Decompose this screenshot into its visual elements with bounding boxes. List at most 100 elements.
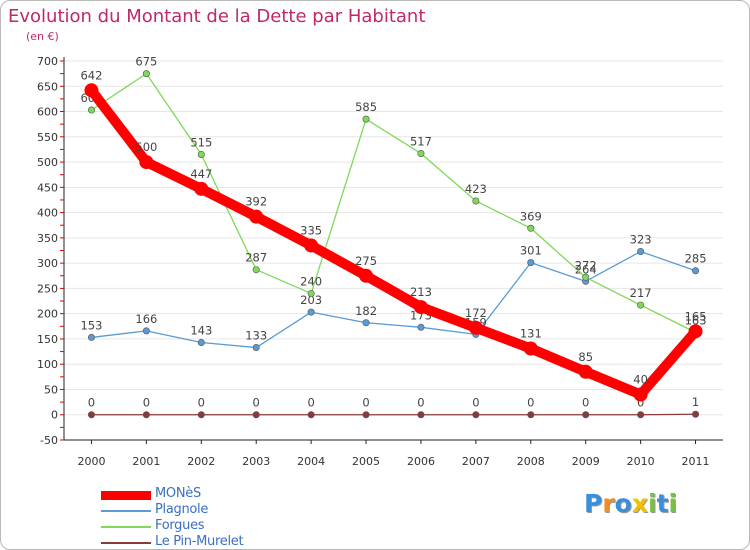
data-point (252, 344, 260, 352)
data-label: 165 (685, 309, 707, 323)
y-tick-label: 650 (37, 80, 58, 93)
data-point (417, 149, 425, 157)
data-label: 500 (135, 140, 157, 154)
series-line-plagnole (90, 250, 697, 349)
data-label: 0 (472, 396, 479, 410)
y-tick-label: 700 (37, 55, 58, 68)
legend-item: MONèS (101, 486, 321, 503)
data-point (468, 320, 483, 335)
data-point (582, 411, 590, 419)
y-tick-label: 450 (37, 181, 58, 194)
y-tick-label: 250 (37, 282, 58, 295)
data-point (252, 411, 260, 419)
y-tick-label: 300 (37, 257, 58, 270)
data-label: 166 (135, 312, 157, 326)
data-point (578, 364, 593, 379)
data-point (633, 387, 648, 402)
logo-letter: i (668, 489, 678, 518)
data-label: 0 (88, 396, 95, 410)
x-tick-label: 2006 (407, 455, 435, 468)
logo-letter: t (656, 489, 669, 518)
data-point (197, 150, 205, 158)
legend-swatch (101, 526, 151, 528)
data-point (359, 268, 374, 283)
legend-label: MONèS (155, 486, 201, 501)
data-label: 213 (410, 285, 432, 299)
y-tick-label: 500 (37, 156, 58, 169)
data-label: 335 (300, 223, 322, 237)
data-point (249, 209, 264, 224)
x-tick-label: 2010 (627, 455, 655, 468)
data-label: 642 (80, 68, 102, 82)
legend-label: Forgues (155, 518, 205, 533)
y-tick-label: 400 (37, 207, 58, 220)
x-tick-label: 2011 (682, 455, 710, 468)
x-tick-label: 2002 (187, 455, 215, 468)
data-label: 0 (198, 396, 205, 410)
data-point (362, 319, 370, 327)
data-point (413, 300, 428, 315)
data-point (582, 273, 590, 281)
data-point (417, 411, 425, 419)
data-label: 131 (520, 327, 542, 341)
data-label: 143 (190, 323, 212, 337)
logo-letter: i (648, 489, 657, 518)
data-label: 369 (520, 209, 542, 223)
data-label: 203 (300, 293, 322, 307)
data-label: 0 (527, 396, 534, 410)
data-point (142, 70, 150, 78)
series-line-le-pin-murelet (90, 413, 697, 416)
y-tick-label: 350 (37, 232, 58, 245)
data-label: 0 (362, 396, 369, 410)
data-label: 0 (637, 396, 644, 410)
y-tick-label: 150 (37, 333, 58, 346)
data-point (307, 308, 315, 316)
data-point (307, 289, 315, 297)
legend: MONèS Plagnole Forgues Le Pin-Murelet (101, 486, 321, 549)
data-label: 447 (190, 167, 212, 181)
data-label: 0 (417, 396, 424, 410)
data-label: 217 (630, 286, 652, 300)
data-label: 40 (633, 373, 648, 387)
data-label: 1 (692, 395, 699, 409)
logo-letter: x (631, 489, 648, 518)
data-point (637, 301, 645, 309)
data-label: 0 (307, 396, 314, 410)
data-point (142, 411, 150, 419)
legend-item: Le Pin-Murelet (101, 534, 321, 549)
data-point (252, 266, 260, 274)
data-point (637, 411, 645, 419)
y-tick-label: 600 (37, 106, 58, 119)
data-label: 585 (355, 100, 377, 114)
data-label: 517 (410, 134, 432, 148)
x-tick-label: 2009 (572, 455, 600, 468)
chart-subtitle: (en €) (26, 30, 59, 43)
data-point (197, 411, 205, 419)
data-label: 133 (245, 329, 267, 343)
legend-swatch (101, 510, 151, 512)
data-label: 285 (685, 252, 707, 266)
x-tick-label: 2005 (352, 455, 380, 468)
data-label: 153 (80, 318, 102, 332)
series-line-mon-s (86, 85, 701, 400)
data-point (523, 341, 538, 356)
x-tick-label: 2000 (77, 455, 105, 468)
legend-item: Forgues (101, 518, 321, 535)
data-label: 0 (143, 396, 150, 410)
data-point (197, 338, 205, 346)
y-tick-label: 50 (44, 383, 58, 396)
data-point (362, 411, 370, 419)
logo-letter: r (602, 489, 615, 518)
data-point (142, 327, 150, 335)
data-label: 272 (575, 258, 597, 272)
x-tick-label: 2007 (462, 455, 490, 468)
data-label: 182 (355, 304, 377, 318)
data-point (472, 411, 480, 419)
data-label: 172 (465, 306, 487, 320)
y-tick-label: -50 (40, 434, 58, 447)
legend-item: Plagnole (101, 502, 321, 519)
legend-swatch (101, 491, 151, 500)
logo-letter: P (584, 489, 603, 518)
